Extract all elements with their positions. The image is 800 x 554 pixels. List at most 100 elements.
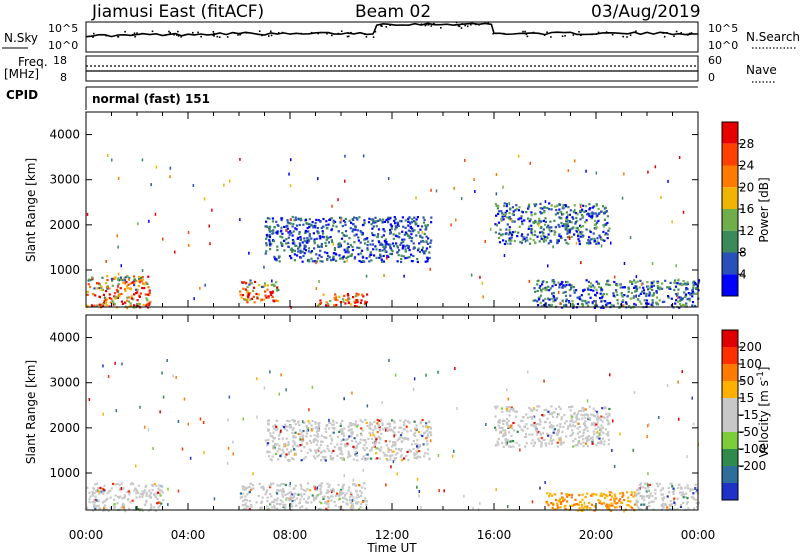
range-gate-cell <box>678 156 681 159</box>
range-gate-cell <box>286 419 289 422</box>
range-gate-cell <box>397 224 400 227</box>
range-gate-cell <box>594 219 597 222</box>
range-gate-cell <box>406 437 409 440</box>
range-gate-cell <box>112 504 115 508</box>
range-gate-cell <box>423 218 426 221</box>
range-gate-cell <box>349 491 352 494</box>
range-gate-cell <box>501 410 504 413</box>
nsky-point <box>458 25 461 28</box>
range-gate-cell <box>268 217 271 220</box>
range-gate-cell <box>443 489 445 493</box>
range-gate-cell <box>113 503 116 506</box>
range-gate-cell <box>542 228 545 231</box>
range-gate-cell <box>359 438 362 441</box>
range-gate-cell <box>640 508 643 511</box>
range-gate-cell <box>513 239 516 243</box>
range-gate-cell <box>505 409 509 412</box>
range-gate-cell <box>661 502 664 505</box>
range-gate-cell <box>265 237 268 240</box>
range-gate-cell <box>96 489 99 492</box>
range-gate-cell <box>293 249 296 252</box>
range-gate-cell <box>404 257 407 260</box>
range-gate-cell <box>93 304 96 307</box>
range-gate-cell <box>622 494 625 497</box>
range-gate-cell <box>288 233 291 236</box>
range-gate-cell <box>675 299 678 302</box>
range-gate-cell <box>422 240 425 243</box>
range-gate-cell <box>319 483 322 487</box>
range-gate-cell <box>633 279 636 282</box>
range-gate-cell <box>554 213 557 216</box>
range-gate-cell <box>692 284 695 287</box>
range-gate-cell <box>388 422 391 425</box>
range-gate-cell <box>588 236 591 239</box>
range-gate-cell <box>548 229 551 232</box>
range-gate-cell <box>133 284 136 287</box>
range-gate-cell <box>538 220 541 223</box>
range-gate-cell <box>373 425 376 428</box>
nsky-point <box>239 33 241 36</box>
range-gate-cell <box>282 482 285 485</box>
range-gate-cell <box>334 252 337 255</box>
range-gate-cell <box>346 259 348 263</box>
range-gate-cell <box>580 409 583 412</box>
range-gate-cell <box>350 494 353 497</box>
range-gate-cell <box>571 504 574 507</box>
range-gate-cell <box>671 483 674 486</box>
range-gate-cell <box>271 436 274 439</box>
range-gate-cell <box>315 253 318 256</box>
range-gate-cell <box>419 433 422 436</box>
range-gate-cell <box>531 439 534 442</box>
power-panel-frame <box>85 111 699 308</box>
range-gate-cell <box>336 435 339 438</box>
range-gate-cell <box>340 439 343 442</box>
range-gate-cell <box>140 276 143 279</box>
range-gate-cell <box>209 242 211 246</box>
range-gate-cell <box>539 301 542 304</box>
range-gate-cell <box>298 231 301 234</box>
range-gate-cell <box>507 440 510 443</box>
nsky-point <box>261 34 263 37</box>
range-gate-cell <box>575 230 579 233</box>
range-gate-cell <box>311 260 314 263</box>
range-gate-cell <box>299 506 302 509</box>
range-gate-cell <box>392 441 395 444</box>
range-gate-cell <box>241 281 244 284</box>
range-gate-cell <box>605 433 608 436</box>
range-gate-cell <box>346 247 349 250</box>
range-gate-cell <box>672 498 675 501</box>
nsky-point <box>237 34 239 36</box>
range-gate-cell <box>600 244 603 248</box>
range-gate-cell <box>383 220 386 223</box>
range-gate-cell <box>277 489 280 492</box>
range-gate-cell <box>542 234 545 238</box>
range-gate-cell <box>505 205 508 208</box>
range-gate-cell <box>618 306 621 309</box>
range-gate-cell <box>460 197 463 201</box>
range-gate-cell <box>629 500 632 503</box>
range-gate-cell <box>568 229 571 232</box>
range-gate-cell <box>155 165 158 169</box>
range-gate-cell <box>123 507 126 510</box>
range-gate-cell <box>142 491 146 494</box>
range-gate-cell <box>535 433 539 436</box>
range-gate-cell <box>353 437 356 440</box>
range-gate-cell <box>505 216 508 219</box>
range-gate-cell <box>415 457 418 460</box>
range-gate-cell <box>354 502 357 505</box>
range-gate-cell <box>362 455 365 458</box>
range-gate-cell <box>376 431 379 434</box>
range-gate-cell <box>506 223 509 226</box>
range-gate-cell <box>654 497 657 500</box>
range-gate-cell <box>290 158 292 162</box>
range-gate-cell <box>135 488 138 491</box>
range-gate-cell <box>542 426 545 430</box>
nsky-point <box>464 24 466 27</box>
range-gate-cell <box>560 418 563 421</box>
range-gate-cell <box>526 370 529 374</box>
range-gate-cell <box>608 284 611 287</box>
range-gate-cell <box>572 440 575 443</box>
range-gate-cell <box>315 218 318 221</box>
range-gate-cell <box>325 507 328 510</box>
range-gate-cell <box>281 244 284 247</box>
